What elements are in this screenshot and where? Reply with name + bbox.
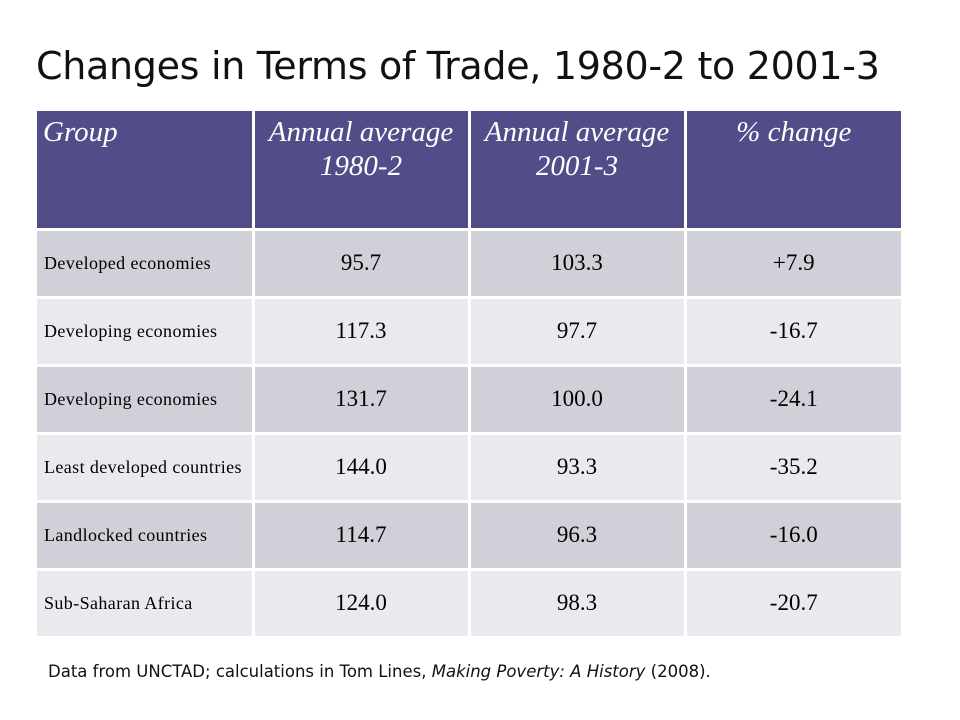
- group-cell: Least developed countries: [37, 433, 255, 503]
- value-2001-3-cell: 98.3: [469, 569, 687, 639]
- table-row: Developing economies 117.3 97.7 -16.7: [37, 297, 901, 367]
- group-cell: Developing economies: [37, 365, 255, 435]
- percent-change-cell: -16.7: [685, 297, 901, 367]
- header-annual-average-1980-2: Annual average 1980-2: [253, 111, 471, 231]
- terms-of-trade-table: Group Annual average 1980-2 Annual avera…: [37, 111, 901, 639]
- header-percent-change: % change: [685, 111, 901, 231]
- table-row: Least developed countries 144.0 93.3 -35…: [37, 433, 901, 503]
- group-cell: Landlocked countries: [37, 501, 255, 571]
- percent-change-cell: +7.9: [685, 229, 901, 299]
- table-row: Developed economies 95.7 103.3 +7.9: [37, 229, 901, 299]
- value-2001-3-cell: 96.3: [469, 501, 687, 571]
- table-row: Developing economies 131.7 100.0 -24.1: [37, 365, 901, 435]
- table-row: Landlocked countries 114.7 96.3 -16.0: [37, 501, 901, 571]
- percent-change-cell: -16.0: [685, 501, 901, 571]
- group-cell: Developed economies: [37, 229, 255, 299]
- footnote-prefix: Data from UNCTAD; calculations in Tom Li…: [48, 662, 432, 681]
- header-group: Group: [37, 111, 255, 231]
- percent-change-cell: -20.7: [685, 569, 901, 639]
- value-1980-2-cell: 117.3: [253, 297, 471, 367]
- value-1980-2-cell: 144.0: [253, 433, 471, 503]
- value-1980-2-cell: 131.7: [253, 365, 471, 435]
- value-2001-3-cell: 103.3: [469, 229, 687, 299]
- footnote-suffix: (2008).: [645, 662, 711, 681]
- table-row: Sub-Saharan Africa 124.0 98.3 -20.7: [37, 569, 901, 639]
- value-2001-3-cell: 100.0: [469, 365, 687, 435]
- value-2001-3-cell: 97.7: [469, 297, 687, 367]
- value-1980-2-cell: 114.7: [253, 501, 471, 571]
- percent-change-cell: -35.2: [685, 433, 901, 503]
- footnote-book-title: Making Poverty: A History: [431, 662, 646, 681]
- group-cell: Developing economies: [37, 297, 255, 367]
- group-cell: Sub-Saharan Africa: [37, 569, 255, 639]
- slide-title: Changes in Terms of Trade, 1980-2 to 200…: [36, 44, 880, 88]
- header-row: Group Annual average 1980-2 Annual avera…: [37, 111, 901, 231]
- header-annual-average-2001-3: Annual average 2001-3: [469, 111, 687, 231]
- source-footnote: Data from UNCTAD; calculations in Tom Li…: [48, 662, 711, 681]
- percent-change-cell: -24.1: [685, 365, 901, 435]
- value-2001-3-cell: 93.3: [469, 433, 687, 503]
- value-1980-2-cell: 95.7: [253, 229, 471, 299]
- value-1980-2-cell: 124.0: [253, 569, 471, 639]
